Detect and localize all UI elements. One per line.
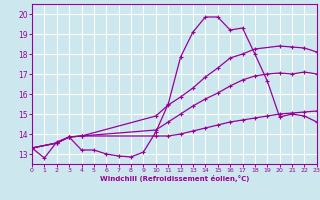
X-axis label: Windchill (Refroidissement éolien,°C): Windchill (Refroidissement éolien,°C) bbox=[100, 175, 249, 182]
